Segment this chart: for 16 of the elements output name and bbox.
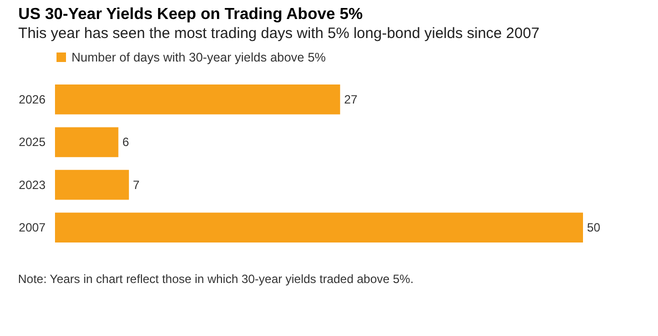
text: Note: Years in chart reflect those in which 30-year yields traded above 5%.: [18, 271, 415, 288]
y-tick-label: 2007: [18, 220, 46, 235]
data-label: 27: [344, 92, 358, 106]
y-tick-label: 2025: [18, 135, 46, 150]
chart-subtitle: This year has seen the most trading days with 5% long-bond yields since 2007: [18, 25, 540, 42]
bar: [55, 170, 129, 200]
bar: [55, 127, 118, 158]
chart-title: US 30-Year Yields Keep on Trading Above 5%: [18, 6, 363, 23]
y-tick-label: 2023: [18, 178, 46, 192]
bar: [55, 212, 583, 242]
data-label: 50: [587, 220, 601, 235]
legend-label: Number of days with 30-year yields above 5%: [72, 50, 326, 64]
y-tick-label: 2026: [18, 92, 46, 106]
bar: [55, 84, 340, 114]
data-label: 6: [122, 135, 130, 150]
data-label: 7: [132, 178, 140, 192]
